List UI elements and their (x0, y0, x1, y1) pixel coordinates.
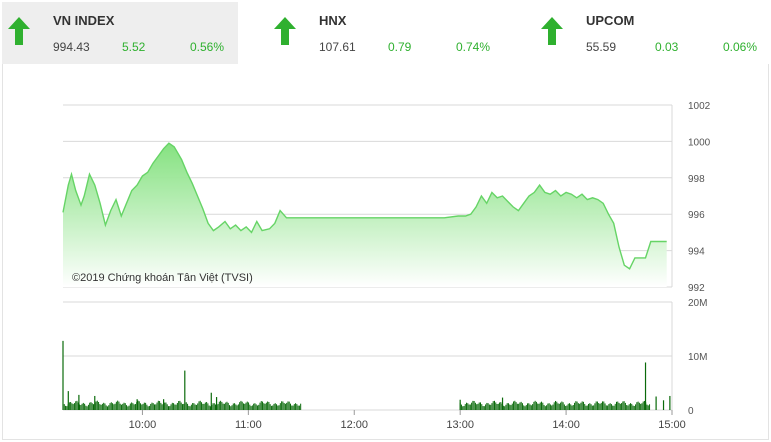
price-y-tick-label: 998 (688, 174, 705, 185)
arrow-up-icon (8, 17, 30, 45)
index-change: 0.79 (388, 40, 412, 54)
x-tick-label: 13:00 (446, 419, 474, 431)
price-y-tick-label: 1000 (688, 137, 711, 148)
index-percent: 0.06% (723, 40, 758, 54)
index-summary-bar: VN INDEX 994.43 5.52 0.56% HNX 107.61 0.… (0, 0, 771, 64)
index-card-upcom[interactable]: UPCOM 55.59 0.03 0.06% (535, 2, 771, 64)
index-card-vnindex[interactable]: VN INDEX 994.43 5.52 0.56% (2, 2, 238, 64)
intraday-chart: 1002 1000 998 996 994 992 ©2019 Chứng khoán Tâ… (62, 101, 711, 431)
price-y-tick-label: 994 (688, 247, 705, 258)
volume-y-tick-label: 0 (688, 406, 694, 417)
price-area (63, 143, 667, 287)
price-y-tick-label: 1002 (688, 101, 711, 112)
x-tick-label: 12:00 (340, 419, 368, 431)
volume-y-tick-label: 10M (688, 352, 707, 363)
index-value: 107.61 (319, 40, 356, 54)
price-y-tick-label: 996 (688, 210, 705, 221)
arrow-up-icon (541, 17, 563, 45)
arrow-up-icon (274, 17, 296, 45)
x-tick-label: 11:00 (235, 419, 262, 431)
index-change: 5.52 (122, 40, 146, 54)
index-percent: 0.74% (456, 40, 491, 54)
chart-frame (2, 64, 769, 440)
x-tick-label: 15:00 (658, 419, 686, 431)
price-line (62, 142, 667, 270)
index-name: UPCOM (586, 13, 635, 28)
x-tick-label: 10:00 (129, 419, 157, 431)
index-value: 55.59 (586, 40, 617, 54)
index-value: 994.43 (53, 40, 90, 54)
price-y-tick-label: 992 (688, 283, 705, 294)
volume-y-tick-label: 20M (688, 298, 707, 309)
copyright-text: ©2019 Chứng khoán Tân Việt (TVSI) (72, 272, 253, 284)
x-tick-label: 14:00 (552, 419, 580, 431)
index-percent: 0.56% (190, 40, 225, 54)
index-change: 0.03 (655, 40, 679, 54)
index-card-hnx[interactable]: HNX 107.61 0.79 0.74% (268, 2, 504, 64)
index-name: VN INDEX (53, 13, 115, 28)
index-name: HNX (319, 13, 347, 28)
